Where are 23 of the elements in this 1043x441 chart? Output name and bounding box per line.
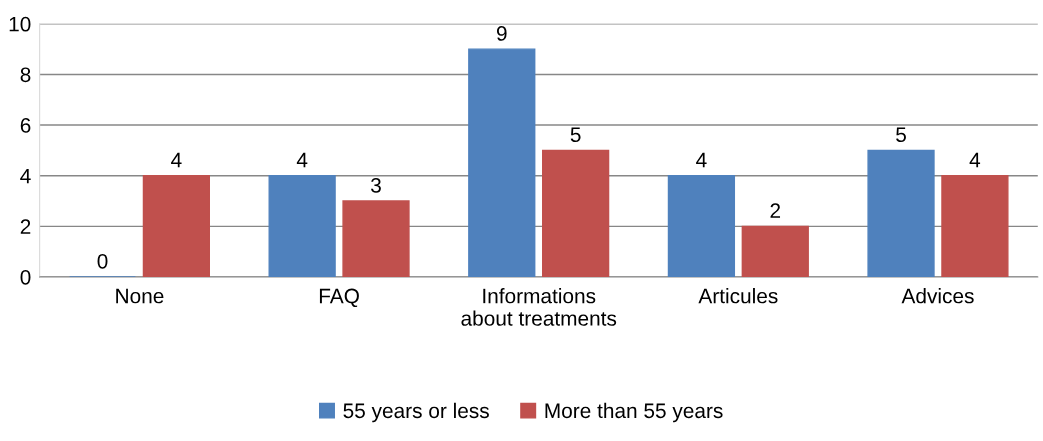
data-label: 9: [496, 26, 507, 41]
y-tick-label: 8: [20, 67, 31, 83]
data-label: 4: [296, 152, 308, 168]
data-label: 4: [696, 152, 707, 168]
data-label: 5: [896, 127, 906, 143]
data-label: 2: [770, 203, 781, 218]
data-label: 0: [97, 253, 108, 269]
legend-label: 55 years or less: [343, 402, 489, 423]
y-tick-label: 10: [9, 16, 31, 32]
data-label: 5: [570, 127, 581, 143]
legend-label: More than 55 years: [545, 402, 723, 423]
x-tick-label: FAQ: [319, 288, 359, 308]
x-tick-label: Advices: [901, 288, 974, 304]
x-tick-label: Articules: [698, 288, 778, 304]
x-tick-label: None: [116, 288, 164, 304]
y-tick-label: 4: [20, 168, 31, 184]
data-label: 3: [371, 177, 381, 193]
y-tick-label: 6: [20, 118, 31, 133]
data-label: 4: [171, 152, 182, 168]
y-tick-label: 0: [20, 269, 31, 285]
data-label: 4: [969, 152, 981, 168]
y-tick-label: 2: [20, 219, 31, 234]
x-tick-label: Informations about treatments: [461, 288, 617, 326]
